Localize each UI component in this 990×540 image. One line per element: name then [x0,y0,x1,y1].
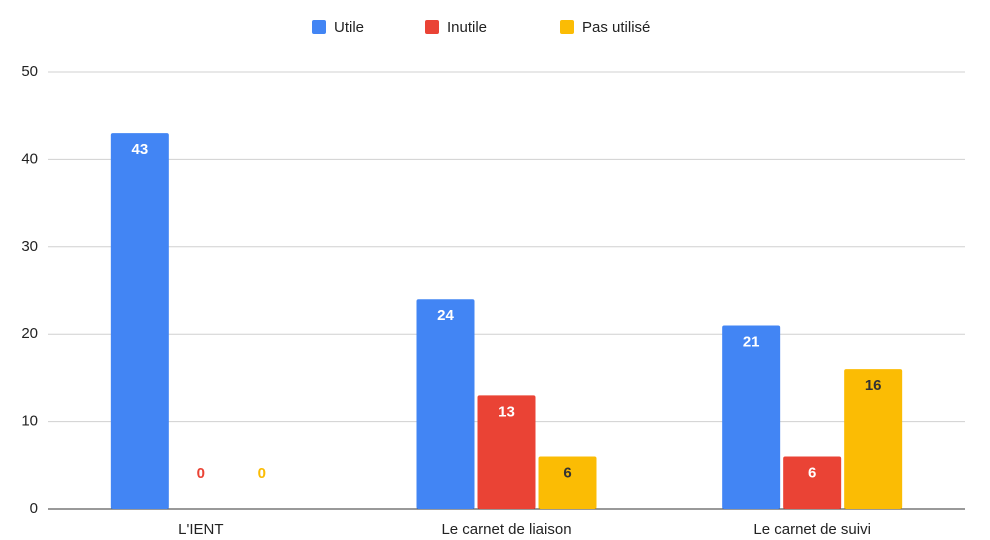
bar [477,395,536,509]
legend-label: Utile [334,19,364,36]
data-label: 0 [258,465,266,482]
data-label: 43 [131,141,148,158]
bar [844,369,903,509]
data-label: 16 [865,377,882,394]
data-label: 6 [808,465,816,482]
x-tick-label: L'IENT [178,521,223,538]
y-tick-label: 20 [21,325,38,342]
y-tick-label: 10 [21,413,38,430]
legend-swatch [312,20,326,34]
legend-label: Inutile [447,19,487,36]
x-tick-label: Le carnet de liaison [441,521,571,538]
legend-swatch [425,20,439,34]
x-tick-label: Le carnet de suivi [753,521,871,538]
data-label: 13 [498,403,515,420]
bar [110,133,169,509]
bar [416,299,475,509]
data-label: 6 [563,465,571,482]
y-tick-label: 50 [21,63,38,80]
bar [722,325,781,509]
data-label: 24 [437,307,454,324]
bar [538,456,597,509]
legend-swatch [560,20,574,34]
bar [783,456,842,509]
data-label: 0 [197,465,205,482]
data-label: 21 [743,333,760,350]
y-tick-label: 40 [21,150,38,167]
y-tick-label: 30 [21,238,38,255]
y-tick-label: 0 [30,500,38,517]
legend-label: Pas utilisé [582,19,650,36]
